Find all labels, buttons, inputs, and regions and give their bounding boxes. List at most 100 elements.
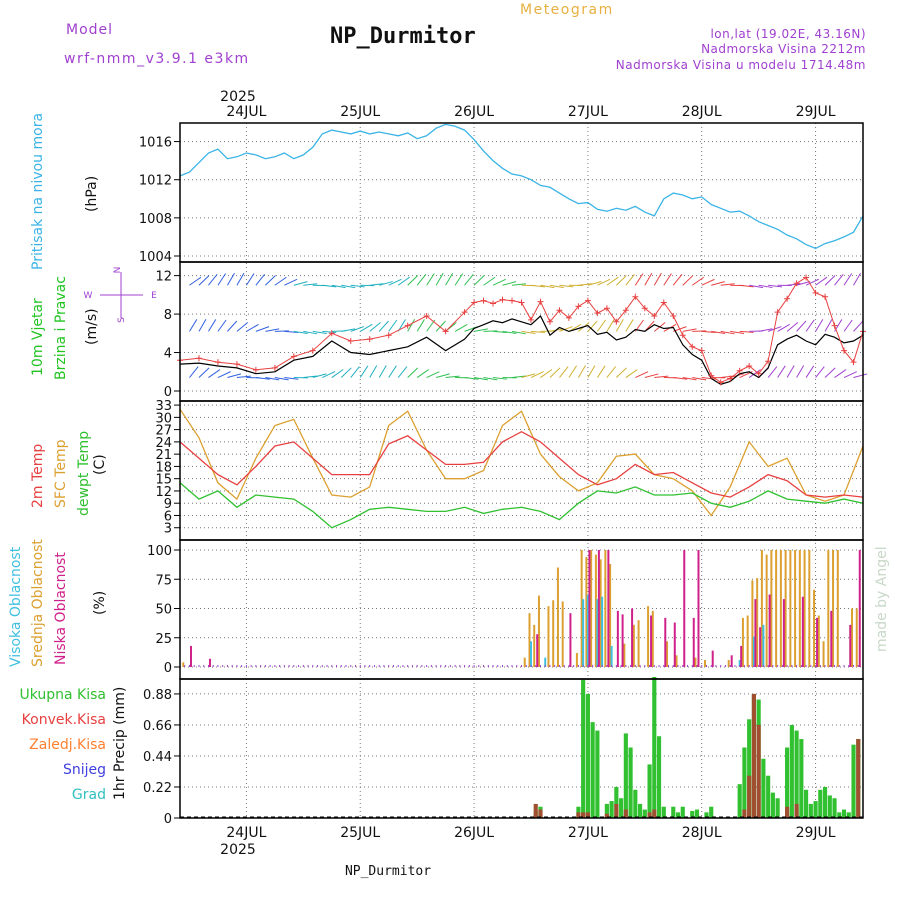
wind-tick-label: 8 [164, 308, 172, 323]
wind-barb [853, 272, 862, 286]
day-label-bottom: 28JUL [682, 825, 722, 841]
precip-bar [576, 812, 581, 818]
wind-barb [255, 377, 270, 380]
precip-bar [638, 803, 643, 818]
wind-barb [644, 373, 659, 379]
wind-barb [749, 284, 764, 289]
wind-barb [492, 377, 508, 380]
wind-gust-marker [584, 297, 591, 304]
wind-barb [265, 377, 280, 381]
precip-bar [846, 812, 851, 818]
wind-gust-marker [423, 313, 430, 319]
footer-title: NP_Durmitor [345, 864, 431, 879]
wind-gust-marker [812, 289, 819, 296]
pressure-tick-label: 1016 [139, 136, 172, 151]
compass-west: W [84, 291, 93, 301]
wind-gust-marker [499, 296, 506, 303]
precip-bar [841, 809, 847, 818]
wind-barb [805, 319, 815, 332]
precip-bar [775, 798, 780, 818]
day-label-top: 26JUL [454, 104, 494, 120]
day-label-bottom: 27JUL [568, 825, 608, 841]
wind-barb [720, 330, 735, 335]
precip-panel-frame [179, 678, 864, 819]
precip-bar [690, 810, 695, 818]
day-label-top: 29JUL [796, 104, 836, 120]
wind-barb [407, 367, 419, 378]
cloud-tick-label: 50 [155, 603, 172, 618]
wind-barb [711, 281, 725, 286]
wind-tick-label: 4 [164, 347, 172, 362]
axis-layer: 24JUL 24JUL 25JUL 25JUL 26JUL 26JUL 27JUL 27JUL… [139, 104, 836, 841]
wind-barb [483, 377, 498, 381]
pressure-panel-frame [179, 122, 864, 263]
precip-bar [794, 803, 799, 818]
wind-gust-marker [850, 359, 857, 366]
wind-barb [416, 273, 427, 286]
wind-barb [625, 319, 634, 332]
precip-bar [614, 786, 619, 818]
precip-bar [628, 747, 633, 818]
cloud-tick-label: 100 [147, 544, 172, 559]
wind-gust-marker [622, 307, 629, 314]
wind-barb [596, 319, 606, 332]
wind-barb [359, 323, 373, 332]
wind-barb [350, 326, 365, 332]
wind-barb [303, 330, 318, 335]
precip-tick-label: 0 [164, 812, 172, 827]
precip-bar [761, 758, 766, 818]
page-title: NP_Durmitor [330, 24, 476, 49]
precip-bar [751, 693, 756, 818]
wind-barb [625, 273, 635, 286]
wind-gust-marker [651, 313, 658, 319]
temp-ylabel-2: SFC Temp [53, 439, 69, 508]
wind-barb [227, 320, 238, 332]
wind-barb [786, 365, 795, 378]
wind-barb [274, 377, 289, 381]
wind-barb [815, 366, 825, 378]
wind-ylabel-2: Brzina i Pravac [53, 276, 69, 380]
wind-barb [758, 284, 773, 289]
precip-bar [656, 736, 662, 818]
precip-bar [647, 764, 652, 818]
wind-barb [464, 273, 474, 286]
wind-tick-label: 0 [164, 385, 172, 400]
precip-bar [837, 812, 842, 818]
precip-bar [747, 775, 752, 818]
wind-barb [341, 328, 356, 332]
wind-barb [350, 366, 360, 378]
wind-gust-marker [575, 303, 582, 310]
wind-barb [340, 367, 352, 378]
temperature-tick-label: 33 [155, 399, 172, 414]
wind-barb [284, 330, 299, 333]
wind-barb [293, 330, 308, 334]
day-label-bottom: 25JUL [340, 825, 380, 841]
elevation-label: Nadmorska Visina 2212m [701, 42, 866, 56]
precip-bar [661, 806, 666, 818]
precip-bar [623, 733, 628, 818]
wind-gust-marker [328, 330, 335, 337]
wind-gust-marker [480, 297, 487, 304]
wind-barb [701, 330, 716, 333]
wind-barb [208, 319, 217, 332]
precip-tick-label: 0.22 [143, 781, 172, 796]
wind-gust-marker [214, 359, 221, 366]
subtitle-meteogram: Meteogram [520, 2, 614, 18]
temperature-tick-label: 6 [164, 509, 172, 524]
wind-gust-marker [546, 318, 553, 325]
wind-barb [511, 375, 526, 379]
wind-barb [530, 330, 545, 333]
wind-barb [540, 369, 553, 378]
legend-total: Ukupna Kisa [19, 687, 106, 703]
wind-gust-marker [746, 363, 753, 369]
wind-barb [369, 322, 381, 332]
wind-barb [701, 377, 716, 380]
cloud-tick-label: 75 [155, 573, 172, 588]
wind-compass: N S W E [84, 267, 158, 323]
wind-barb [711, 330, 726, 334]
precip-bar [647, 812, 652, 818]
precip-bar [680, 806, 685, 818]
precip-bar [799, 739, 804, 818]
wind-barb [217, 273, 227, 286]
wind-barb [435, 272, 444, 286]
